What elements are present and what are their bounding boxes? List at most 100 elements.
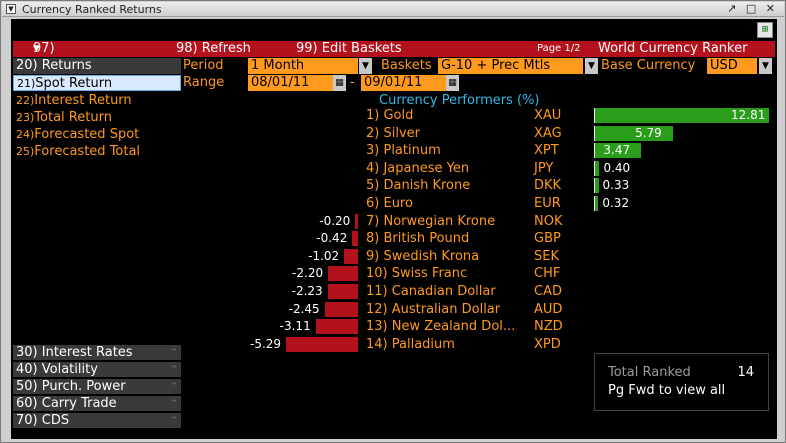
return-value-label: 5.79 [635, 126, 662, 140]
return-value-label: -1.02 [308, 249, 340, 263]
return-value-label: -2.45 [288, 302, 320, 316]
currency-name[interactable]: 12) Australian Dollar [366, 302, 501, 317]
currency-name[interactable]: 4) Japanese Yen [366, 161, 470, 176]
currency-name[interactable]: 7) Norwegian Krone [366, 214, 496, 229]
expand-icon: ⌃ [170, 365, 178, 375]
return-value-label: 3.47 [603, 143, 631, 157]
return-bar [594, 143, 642, 158]
menu-item-interest-return[interactable]: 22)Interest Return [16, 93, 132, 108]
calendar-icon[interactable]: ▦ [446, 75, 459, 91]
currency-name[interactable]: 6) Euro [366, 196, 413, 211]
base-currency-dropdown-icon[interactable]: ▼ [759, 58, 772, 74]
currency-code: AUD [534, 302, 563, 317]
return-bar [594, 196, 599, 211]
currency-code: EUR [534, 196, 561, 211]
return-bar [286, 337, 358, 352]
return-value-label: -2.23 [291, 284, 323, 298]
currency-code: JPY [534, 161, 554, 176]
return-bar [327, 284, 358, 299]
toolbar: 97) References ▾ 98) Refresh 99) Edit Ba… [13, 41, 775, 72]
menu-item-forecasted-total[interactable]: 25)Forecasted Total [16, 144, 141, 159]
page-indicator: Page 1/2 [537, 43, 581, 54]
base-currency-select[interactable]: USD [707, 58, 757, 74]
menu-cds[interactable]: 70) CDS ⌃ [13, 413, 181, 429]
return-bar [594, 178, 599, 193]
app-title: World Currency Ranker [598, 41, 748, 56]
page-forward-hint: Pg Fwd to view all [608, 383, 726, 398]
menu-item-total-return[interactable]: 23)Total Return [16, 110, 112, 125]
baskets-select[interactable]: G-10 + Prec Mtls [438, 58, 583, 74]
return-value-label: 0.40 [603, 161, 631, 175]
return-value-label: -2.20 [292, 266, 324, 280]
currency-code: XPD [534, 337, 561, 352]
currency-name[interactable]: 5) Danish Krone [366, 178, 471, 193]
currency-name[interactable]: 3) Platinum [366, 143, 441, 158]
menu-volatility[interactable]: 40) Volatility ⌃ [13, 362, 181, 378]
total-ranked-label: Total Ranked [608, 365, 691, 380]
title-bar: ▼ Currency Ranked Returns ↗ □ ✕ [2, 2, 784, 17]
return-bar [594, 126, 674, 141]
currency-code: CHF [534, 266, 561, 281]
return-value-label: 12.81 [731, 108, 766, 122]
menu-purch-power[interactable]: 50) Purch. Power ⌃ [13, 379, 181, 395]
return-bar [352, 231, 358, 246]
edit-baskets-button[interactable]: 99) Edit Baskets [296, 41, 402, 56]
window-controls[interactable]: ↗ □ ✕ [727, 2, 778, 15]
currency-name[interactable]: 1) Gold [366, 108, 414, 123]
currency-code: XAG [534, 126, 562, 141]
range-separator: - [350, 75, 355, 90]
return-value-label: 0.32 [602, 196, 630, 210]
currency-name[interactable]: 11) Canadian Dollar [366, 284, 496, 299]
currency-name[interactable]: 13) New Zealand Dol... [366, 319, 516, 334]
references-button[interactable]: 97) References ▾ [33, 41, 105, 72]
currency-name[interactable]: 14) Palladium [366, 337, 455, 352]
window-title: Currency Ranked Returns [22, 3, 162, 16]
expand-icon: ⌃ [170, 399, 178, 409]
currency-code: CAD [534, 284, 562, 299]
return-value-label: -0.42 [316, 231, 348, 245]
range-end-input[interactable]: 09/01/11 [361, 75, 446, 91]
currency-code: DKK [534, 178, 562, 193]
currency-name[interactable]: 9) Swedish Krona [366, 249, 480, 264]
period-dropdown-icon[interactable]: ▼ [359, 58, 372, 74]
baskets-dropdown-icon[interactable]: ▼ [585, 58, 598, 74]
return-bar [324, 302, 358, 317]
menu-item-spot-return[interactable]: 21)Spot Return [13, 75, 181, 91]
range-start-input[interactable]: 08/01/11 [248, 75, 333, 91]
total-ranked-value: 14 [737, 365, 754, 380]
return-value-label: 0.33 [602, 178, 630, 192]
baskets-label: Baskets [381, 58, 432, 73]
menu-interest-rates[interactable]: 30) Interest Rates ⌃ [13, 345, 181, 361]
currency-code: XPT [534, 143, 559, 158]
system-menu-icon[interactable]: ▼ [6, 4, 16, 14]
menu-carry-trade[interactable]: 60) Carry Trade ⌃ [13, 396, 181, 412]
export-icon[interactable]: ⊞ [757, 22, 773, 38]
chart-title: Currency Performers (%) [379, 93, 540, 108]
returns-header[interactable]: 20) Returns [13, 58, 181, 74]
base-currency-label: Base Currency [601, 58, 696, 73]
currency-name[interactable]: 2) Silver [366, 126, 420, 141]
period-select[interactable]: 1 Month [248, 58, 358, 74]
currency-code: XAU [534, 108, 562, 123]
menu-item-forecasted-spot[interactable]: 24)Forecasted Spot [16, 127, 140, 142]
period-label: Period [183, 58, 224, 73]
currency-code: GBP [534, 231, 561, 246]
currency-code: NOK [534, 214, 563, 229]
return-bar [594, 108, 769, 123]
summary-box: Total Ranked 14 Pg Fwd to view all [594, 353, 769, 411]
expand-icon: ⌃ [170, 382, 178, 392]
return-bar [344, 249, 358, 264]
currency-name[interactable]: 8) British Pound [366, 231, 470, 246]
return-value-label: -3.11 [279, 319, 311, 333]
return-bar [328, 266, 358, 281]
range-label: Range [183, 75, 225, 90]
expand-icon: ⌃ [170, 348, 178, 358]
terminal-screen: ⊞ 97) References ▾ 98) Refresh 99) Edit … [11, 19, 777, 439]
return-bar [594, 161, 600, 176]
currency-code: SEK [534, 249, 559, 264]
refresh-button[interactable]: 98) Refresh [176, 41, 251, 56]
currency-code: NZD [534, 319, 563, 334]
currency-name[interactable]: 10) Swiss Franc [366, 266, 468, 281]
calendar-icon[interactable]: ▦ [333, 75, 346, 91]
